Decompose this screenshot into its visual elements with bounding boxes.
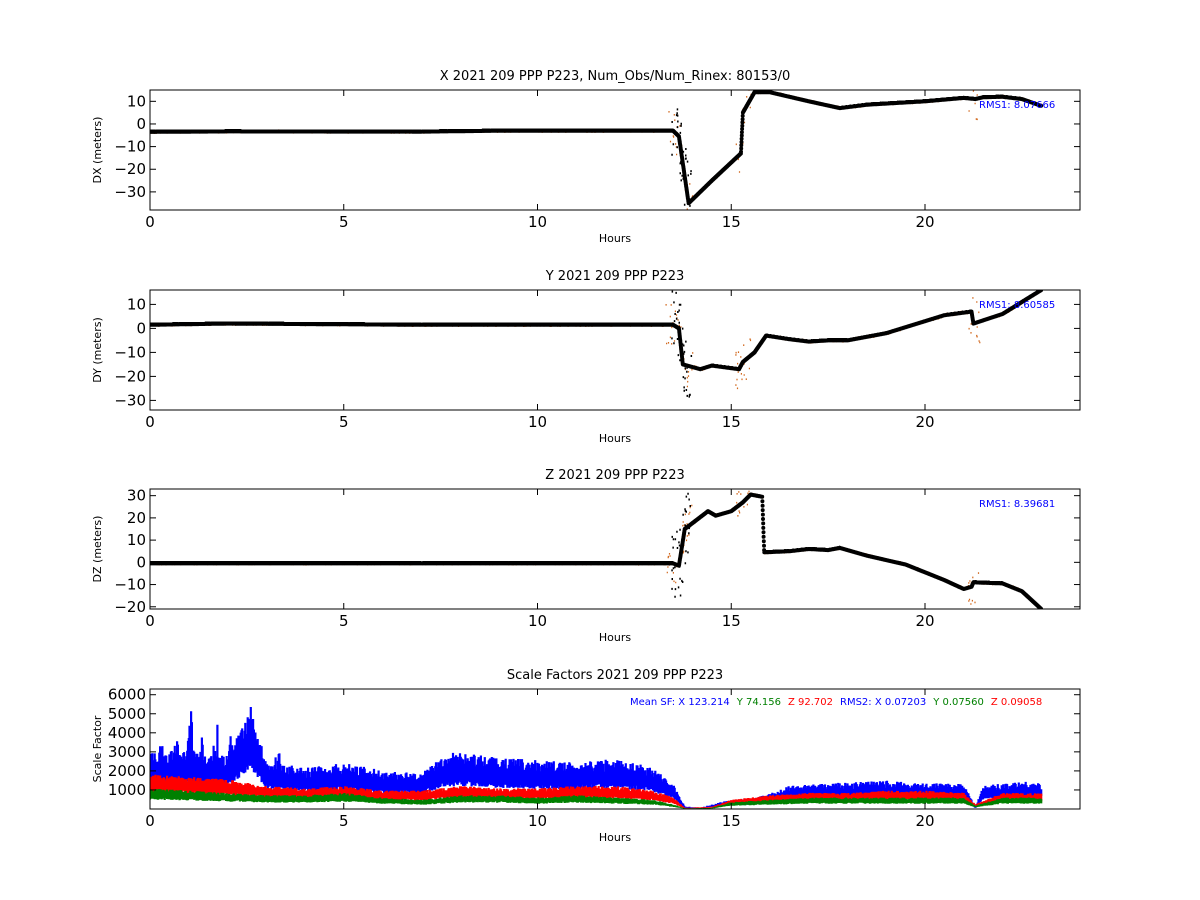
y-axis-label: DZ (meters) xyxy=(91,516,104,583)
orange-scatter-series xyxy=(150,490,1041,608)
x-tick-label: 10 xyxy=(528,213,547,231)
annotation-part: Y 74.156 xyxy=(736,697,781,708)
x-tick-label: 20 xyxy=(915,413,934,431)
x-tick-label: 0 xyxy=(145,213,155,231)
mean-sf-annotation: Mean SF: X 123.214 Y 74.156 Z 92.702 RMS2: … xyxy=(630,697,1042,708)
x-tick-label: 5 xyxy=(339,812,349,830)
x-axis-label: Hours xyxy=(599,232,631,245)
axes-frame xyxy=(149,688,1081,810)
y-tick-label: 0 xyxy=(136,115,146,133)
black-position-series xyxy=(150,290,1044,372)
rms-annotation: RMS1: 8.39681 xyxy=(979,499,1055,510)
annotation-part: Y 0.07560 xyxy=(932,697,984,708)
panel-0: X 2021 209 PPP P223, Num_Obs/Num_Rinex: … xyxy=(91,69,1081,245)
x-tick-label: 0 xyxy=(145,413,155,431)
y-tick-label: −20 xyxy=(114,598,146,616)
annotation-part: Z 0.09058 xyxy=(991,697,1042,708)
x-tick-label: 15 xyxy=(722,213,741,231)
panel-3: Scale Factors 2021 209 PPP P223 0 5 10 15 20 1… xyxy=(91,668,1081,844)
x-axis-label: Hours xyxy=(599,432,631,445)
black-outlier-points xyxy=(671,108,692,207)
x-tick-label: 10 xyxy=(528,413,547,431)
axes-frame xyxy=(149,89,1081,211)
panel-title: Y 2021 209 PPP P223 xyxy=(545,269,685,284)
panel-1: Y 2021 209 PPP P223 0 5 10 15 20 −30 −20 −10 0 10 H… xyxy=(91,269,1081,445)
x-axis-label: Hours xyxy=(599,631,631,644)
red-scale-factor-z-series xyxy=(150,774,1043,809)
x-tick-label: 5 xyxy=(339,413,349,431)
x-tick-label: 15 xyxy=(722,413,741,431)
orange-scatter-series xyxy=(151,290,1042,390)
black-outlier-points xyxy=(671,492,691,598)
x-axis-label: Hours xyxy=(599,831,631,844)
y-tick-label: 4000 xyxy=(108,724,146,742)
panel-title: X 2021 209 PPP P223, Num_Obs/Num_Rinex: … xyxy=(440,69,791,84)
x-tick-label: 5 xyxy=(339,612,349,630)
x-tick-label: 20 xyxy=(915,213,934,231)
x-tick-label: 20 xyxy=(915,812,934,830)
x-tick-label: 0 xyxy=(145,812,155,830)
y-tick-label: 6000 xyxy=(108,686,146,704)
y-tick-label: 1000 xyxy=(108,781,146,799)
y-tick-label: −30 xyxy=(114,391,146,409)
y-tick-label: 2000 xyxy=(108,762,146,780)
y-axis-label: DX (meters) xyxy=(91,117,104,184)
axes-frame xyxy=(149,488,1081,610)
y-tick-label: 3000 xyxy=(108,743,146,761)
x-tick-label: 10 xyxy=(528,812,547,830)
annotation-part: RMS2: X 0.07203 xyxy=(840,697,926,708)
panel-title: Scale Factors 2021 209 PPP P223 xyxy=(507,668,723,683)
x-tick-label: 0 xyxy=(145,612,155,630)
plot-area xyxy=(150,707,1043,809)
annotation-part: Mean SF: X 123.214 xyxy=(630,697,730,708)
y-tick-label: 0 xyxy=(136,553,146,571)
plot-area xyxy=(150,290,1044,398)
y-tick-label: 10 xyxy=(127,92,146,110)
y-tick-label: 5000 xyxy=(108,705,146,723)
rms-annotation: RMS1: 8.07666 xyxy=(979,100,1055,111)
rms-annotation: RMS1: 8.60585 xyxy=(979,300,1055,311)
panel-title: Z 2021 209 PPP P223 xyxy=(545,468,685,483)
y-tick-label: 10 xyxy=(127,531,146,549)
axes-frame xyxy=(149,289,1081,411)
annotation-part: Z 92.702 xyxy=(788,697,833,708)
y-tick-label: −10 xyxy=(114,138,146,156)
y-tick-label: 10 xyxy=(127,295,146,313)
y-tick-label: −20 xyxy=(114,160,146,178)
y-tick-label: −10 xyxy=(114,343,146,361)
y-axis-label: Scale Factor xyxy=(91,715,104,782)
y-axis-label: DY (meters) xyxy=(91,317,104,382)
y-tick-label: −20 xyxy=(114,367,146,385)
black-position-series xyxy=(150,90,1044,206)
plot-area xyxy=(150,90,1044,210)
plot-area xyxy=(150,490,1044,609)
y-tick-label: −10 xyxy=(114,576,146,594)
y-tick-label: 20 xyxy=(127,509,146,527)
y-tick-label: 30 xyxy=(127,487,146,505)
black-outlier-points xyxy=(671,290,693,398)
black-position-series xyxy=(150,492,1044,609)
x-tick-label: 15 xyxy=(722,812,741,830)
y-tick-label: −30 xyxy=(114,183,146,201)
orange-scatter-series xyxy=(150,90,1043,210)
x-tick-label: 5 xyxy=(339,213,349,231)
panel-2: Z 2021 209 PPP P223 0 5 10 15 20 −20 −10 0 10 20 30… xyxy=(91,468,1081,644)
x-tick-label: 15 xyxy=(722,612,741,630)
green-scale-factor-y-series xyxy=(150,789,1043,809)
x-tick-label: 20 xyxy=(915,612,934,630)
x-tick-label: 10 xyxy=(528,612,547,630)
y-tick-label: 0 xyxy=(136,319,146,337)
